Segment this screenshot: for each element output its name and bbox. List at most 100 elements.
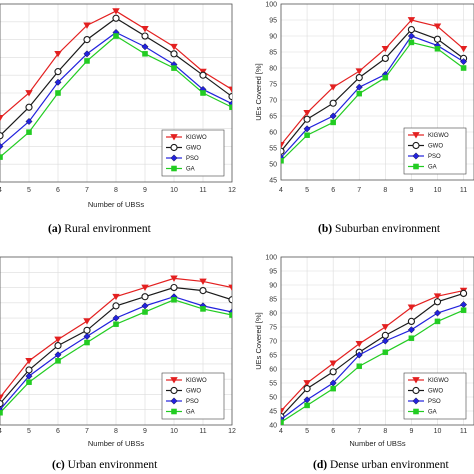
x-tick-label: 9 bbox=[143, 187, 147, 194]
data-point-ga bbox=[460, 307, 467, 313]
data-point-gwo bbox=[199, 287, 207, 295]
legend-marker bbox=[170, 377, 178, 384]
chart-1: 4 5 6 7 8 9 10 11 12 Number of UBSs KIGWO GWO PSO GA bbox=[0, 3, 236, 209]
y-tick-label: 85 bbox=[269, 296, 277, 303]
series-group bbox=[281, 17, 468, 164]
legend: KIGWO GWO PSO GA bbox=[161, 372, 225, 420]
data-point-gwo bbox=[170, 283, 178, 292]
series-line-kigwo bbox=[281, 19, 464, 146]
data-point-kigwo bbox=[83, 22, 91, 29]
y-tick-label: 45 bbox=[269, 177, 277, 184]
data-point-gwo bbox=[228, 92, 232, 101]
data-point-ga bbox=[408, 39, 415, 46]
data-point-gwo bbox=[407, 317, 415, 325]
data-point-pso bbox=[329, 112, 337, 120]
data-point-pso bbox=[355, 83, 363, 91]
y-tick-label: 90 bbox=[269, 33, 277, 40]
data-point-kigwo bbox=[112, 293, 120, 301]
caption-2: (b) Suburban environment bbox=[318, 223, 441, 235]
y-tick-label: 65 bbox=[269, 352, 277, 359]
data-point-ga bbox=[0, 410, 3, 416]
data-point-kigwo bbox=[228, 86, 232, 93]
caption-text: Dense urban environment bbox=[327, 459, 449, 471]
data-point-kigwo bbox=[459, 45, 468, 53]
x-tick-label: 8 bbox=[114, 187, 118, 194]
data-point-pso bbox=[303, 125, 311, 133]
x-tick-label: 11 bbox=[199, 428, 206, 435]
series-line-pso bbox=[281, 304, 464, 420]
x-tick-label: 6 bbox=[56, 428, 60, 435]
legend-label: PSO bbox=[186, 399, 199, 405]
data-point-kigwo bbox=[407, 17, 416, 24]
plot-frame bbox=[280, 3, 474, 181]
series-line-gwo bbox=[281, 28, 464, 152]
data-point-ga bbox=[434, 318, 441, 325]
y-tick-label: 50 bbox=[269, 161, 277, 168]
data-point-kigwo bbox=[303, 380, 311, 387]
data-point-pso bbox=[54, 78, 62, 86]
y-axis-label: UEs Covered [%] bbox=[254, 312, 263, 370]
x-tick-label: 9 bbox=[409, 187, 413, 194]
data-point-ga bbox=[330, 119, 336, 126]
legend-label: PSO bbox=[428, 154, 441, 160]
y-tick-label: 75 bbox=[269, 324, 277, 331]
data-point-kigwo bbox=[381, 45, 390, 53]
data-point-pso bbox=[54, 351, 62, 359]
y-tick-label: 60 bbox=[269, 129, 277, 136]
data-point-pso bbox=[83, 332, 91, 340]
data-point-gwo bbox=[112, 14, 120, 22]
data-point-kigwo bbox=[54, 336, 62, 343]
x-tick-label: 9 bbox=[409, 428, 413, 435]
x-tick-label: 5 bbox=[27, 187, 31, 194]
y-tick-label: 60 bbox=[269, 366, 277, 373]
data-point-pso bbox=[407, 326, 415, 334]
data-point-kigwo bbox=[25, 357, 33, 365]
y-tick-label: 65 bbox=[269, 113, 277, 120]
y-tick-label: 70 bbox=[269, 97, 277, 104]
data-point-ga bbox=[84, 58, 90, 64]
data-point-gwo bbox=[329, 368, 337, 376]
series-line-ga bbox=[281, 309, 464, 423]
data-point-gwo bbox=[83, 36, 91, 44]
data-point-gwo bbox=[0, 132, 4, 140]
legend-label: GWO bbox=[186, 389, 201, 395]
data-point-kigwo bbox=[0, 394, 4, 401]
legend-marker bbox=[171, 408, 177, 415]
plot-frame bbox=[280, 256, 474, 426]
legend-label: GWO bbox=[428, 389, 443, 395]
data-point-kigwo bbox=[329, 360, 337, 367]
data-point-kigwo bbox=[355, 340, 363, 348]
legend-label: KIGWO bbox=[186, 135, 207, 141]
legend-marker bbox=[412, 377, 420, 384]
series-group bbox=[281, 287, 468, 425]
data-point-gwo bbox=[83, 326, 91, 334]
legend-marker bbox=[171, 165, 177, 172]
data-point-kigwo bbox=[25, 90, 33, 97]
legend: KIGWO GWO PSO GA bbox=[161, 129, 225, 177]
plot-frame bbox=[0, 256, 233, 426]
data-point-ga bbox=[304, 402, 310, 409]
x-tick-label: 12 bbox=[228, 428, 236, 435]
caption-3: (c) Urban environment bbox=[52, 459, 158, 471]
data-point-kigwo bbox=[228, 284, 232, 292]
x-tick-label: 11 bbox=[199, 187, 206, 194]
y-tick-label: 55 bbox=[269, 380, 277, 387]
legend-label: PSO bbox=[428, 399, 441, 405]
x-tick-label: 7 bbox=[357, 428, 361, 435]
data-point-gwo bbox=[25, 103, 33, 111]
data-point-pso bbox=[83, 50, 91, 58]
data-point-gwo bbox=[112, 302, 120, 310]
data-point-pso bbox=[112, 314, 120, 322]
x-tick-label: 4 bbox=[279, 428, 283, 435]
x-axis-label: Number of UBSs bbox=[349, 439, 406, 448]
legend-marker bbox=[412, 132, 420, 139]
y-tick-label: 85 bbox=[269, 49, 277, 56]
x-tick-label: 10 bbox=[434, 428, 442, 435]
caption-1: (a) Rural environment bbox=[48, 223, 152, 235]
data-point-ga bbox=[26, 129, 32, 135]
data-point-kigwo bbox=[407, 304, 416, 311]
data-point-kigwo bbox=[355, 68, 363, 75]
caption-tag: (a) bbox=[48, 223, 62, 235]
